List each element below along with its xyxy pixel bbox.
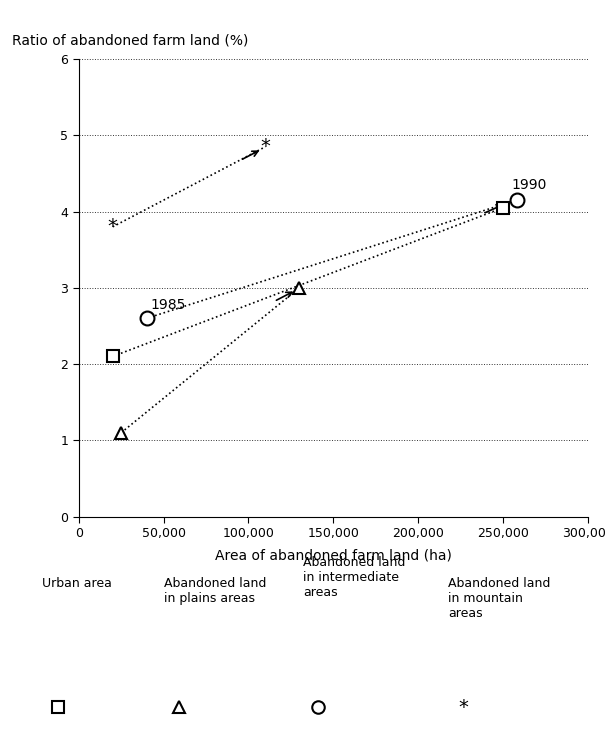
Text: Ratio of abandoned farm land (%): Ratio of abandoned farm land (%) [12, 34, 248, 48]
Text: 1985: 1985 [150, 298, 185, 312]
Text: Abandoned land
in plains areas: Abandoned land in plains areas [164, 577, 266, 605]
Text: Urban area: Urban area [42, 577, 112, 590]
Text: *: * [108, 217, 118, 236]
Text: Abandoned land
in mountain
areas: Abandoned land in mountain areas [448, 577, 551, 620]
Text: *: * [459, 697, 468, 717]
Text: *: * [261, 137, 270, 156]
Text: 1990: 1990 [511, 179, 547, 193]
X-axis label: Area of abandoned farm land (ha): Area of abandoned farm land (ha) [215, 548, 451, 562]
Text: Abandoned land
in intermediate
areas: Abandoned land in intermediate areas [303, 556, 405, 599]
